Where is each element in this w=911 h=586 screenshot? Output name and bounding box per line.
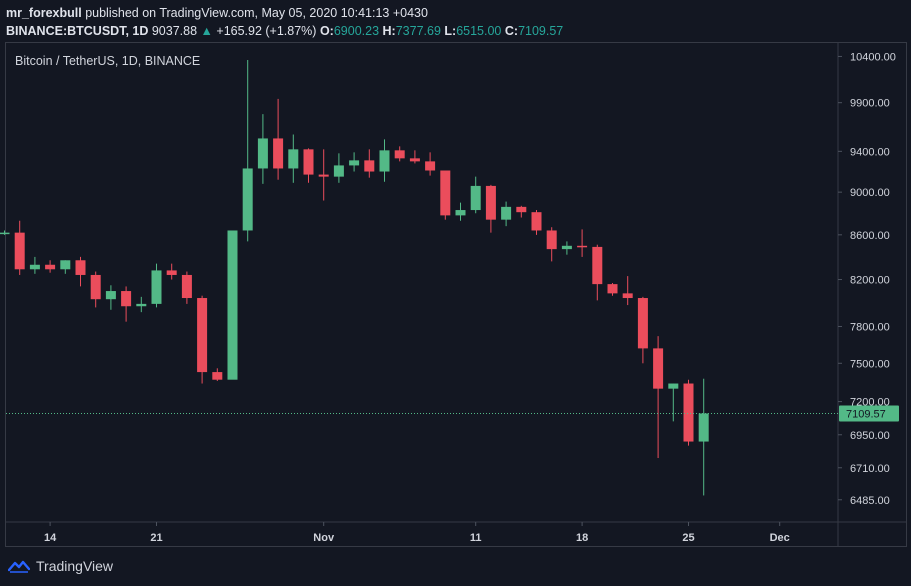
last-price-tag <box>839 405 899 422</box>
candle-body[interactable] <box>592 246 603 285</box>
change-arrow-icon: ▲ <box>200 24 213 38</box>
candles-group <box>0 60 709 496</box>
close-label: C: <box>504 24 519 38</box>
time-axis[interactable]: 14 21 Nov 11 18 25 Dec <box>44 522 790 544</box>
publish-info: published on TradingView.com, May 05, 20… <box>85 6 428 20</box>
candle-body[interactable] <box>668 383 679 389</box>
x-tick-label: 21 <box>150 532 162 544</box>
candle-body[interactable] <box>212 372 223 380</box>
last-price-tag-label: 7109.57 <box>846 408 886 420</box>
candle-body[interactable] <box>440 170 451 216</box>
y-tick-label: 8600.00 <box>850 230 890 242</box>
price-axis[interactable]: 10400.00 9900.00 9400.00 9000.00 8600.00 8200… <box>838 51 896 507</box>
tradingview-logo-icon <box>8 560 30 573</box>
high-value: 7377.69 <box>395 24 441 38</box>
candle-body[interactable] <box>105 291 116 300</box>
y-tick-label: 7800.00 <box>850 321 890 333</box>
candle-body[interactable] <box>364 160 375 172</box>
y-tick-label: 9900.00 <box>850 98 890 110</box>
y-tick-label: 6710.00 <box>850 463 890 475</box>
y-tick-label: 9400.00 <box>850 146 890 158</box>
high-label: H: <box>382 24 396 38</box>
author-name[interactable]: mr_forexbull <box>6 6 82 20</box>
price-change: +165.92 (+1.87%) <box>216 24 317 38</box>
footer-brand[interactable]: TradingView <box>8 558 113 574</box>
y-tick-label: 9000.00 <box>850 187 890 199</box>
candle-body[interactable] <box>683 383 694 442</box>
y-tick-label: 6950.00 <box>850 430 890 442</box>
candle-body[interactable] <box>333 165 344 177</box>
candle-body[interactable] <box>60 260 71 270</box>
low-label: L: <box>444 24 457 38</box>
candle-body[interactable] <box>546 230 557 250</box>
candle-body[interactable] <box>349 160 360 166</box>
candle-body[interactable] <box>622 293 633 299</box>
candle-body[interactable] <box>288 149 299 169</box>
candle-body[interactable] <box>181 274 192 299</box>
x-tick-label: Nov <box>313 532 335 544</box>
open-value: 6900.23 <box>333 24 380 38</box>
x-tick-label: 11 <box>470 532 482 544</box>
candle-body[interactable] <box>242 168 253 231</box>
candle-body[interactable] <box>531 212 542 231</box>
x-tick-label: Dec <box>770 532 790 544</box>
ohlc-line: BINANCE:BTCUSDT, 1D 9037.88 ▲ +165.92 (+… <box>6 22 563 40</box>
candle-body[interactable] <box>121 291 132 307</box>
candle-body[interactable] <box>75 260 86 275</box>
candle-body[interactable] <box>136 303 147 307</box>
open-label: O: <box>319 24 334 38</box>
candle-body[interactable] <box>470 185 481 211</box>
candle-body[interactable] <box>516 206 527 213</box>
candle-body[interactable] <box>637 298 648 349</box>
close-value: 7109.57 <box>518 24 564 38</box>
candle-body[interactable] <box>318 174 329 177</box>
footer-brand-label: TradingView <box>36 558 114 574</box>
chart-frame[interactable] <box>5 42 907 547</box>
candle-body[interactable] <box>698 413 709 442</box>
chart-title: Bitcoin / TetherUS, 1D, BINANCE <box>15 54 200 68</box>
candle-body[interactable] <box>45 264 56 270</box>
candle-body[interactable] <box>409 158 420 162</box>
y-tick-label: 7500.00 <box>850 358 890 370</box>
y-tick-label: 6485.00 <box>850 495 890 507</box>
candle-body[interactable] <box>653 348 664 389</box>
candle-body[interactable] <box>90 274 101 300</box>
candle-body[interactable] <box>303 149 314 175</box>
x-tick-label: 18 <box>576 532 588 544</box>
last-price: 9037.88 <box>151 24 198 38</box>
candle-body[interactable] <box>227 230 238 380</box>
candle-body[interactable] <box>394 150 405 159</box>
x-tick-label: 25 <box>682 532 694 544</box>
candle-body[interactable] <box>257 138 268 169</box>
candle-body[interactable] <box>379 150 390 172</box>
candle-body[interactable] <box>607 284 618 294</box>
candle-body[interactable] <box>151 270 162 304</box>
candle-body[interactable] <box>485 185 496 220</box>
candle-body[interactable] <box>577 245 588 248</box>
y-tick-label: 8200.00 <box>850 275 890 287</box>
x-tick-label: 14 <box>44 532 57 544</box>
symbol-interval: BINANCE:BTCUSDT, 1D <box>6 24 149 38</box>
candle-body[interactable] <box>273 138 284 169</box>
chart-header: mr_forexbull published on TradingView.co… <box>6 4 563 40</box>
candle-body[interactable] <box>501 206 512 220</box>
y-tick-label: 10400.00 <box>850 51 896 63</box>
candle-body[interactable] <box>166 270 177 275</box>
low-value: 6515.00 <box>456 24 502 38</box>
candle-body[interactable] <box>455 210 466 216</box>
candle-body[interactable] <box>0 232 10 235</box>
candle-body[interactable] <box>561 245 572 250</box>
candle-body[interactable] <box>425 161 436 171</box>
candle-body[interactable] <box>14 232 25 270</box>
candle-body[interactable] <box>29 264 40 270</box>
publish-line: mr_forexbull published on TradingView.co… <box>6 4 563 22</box>
candle-body[interactable] <box>197 298 208 373</box>
